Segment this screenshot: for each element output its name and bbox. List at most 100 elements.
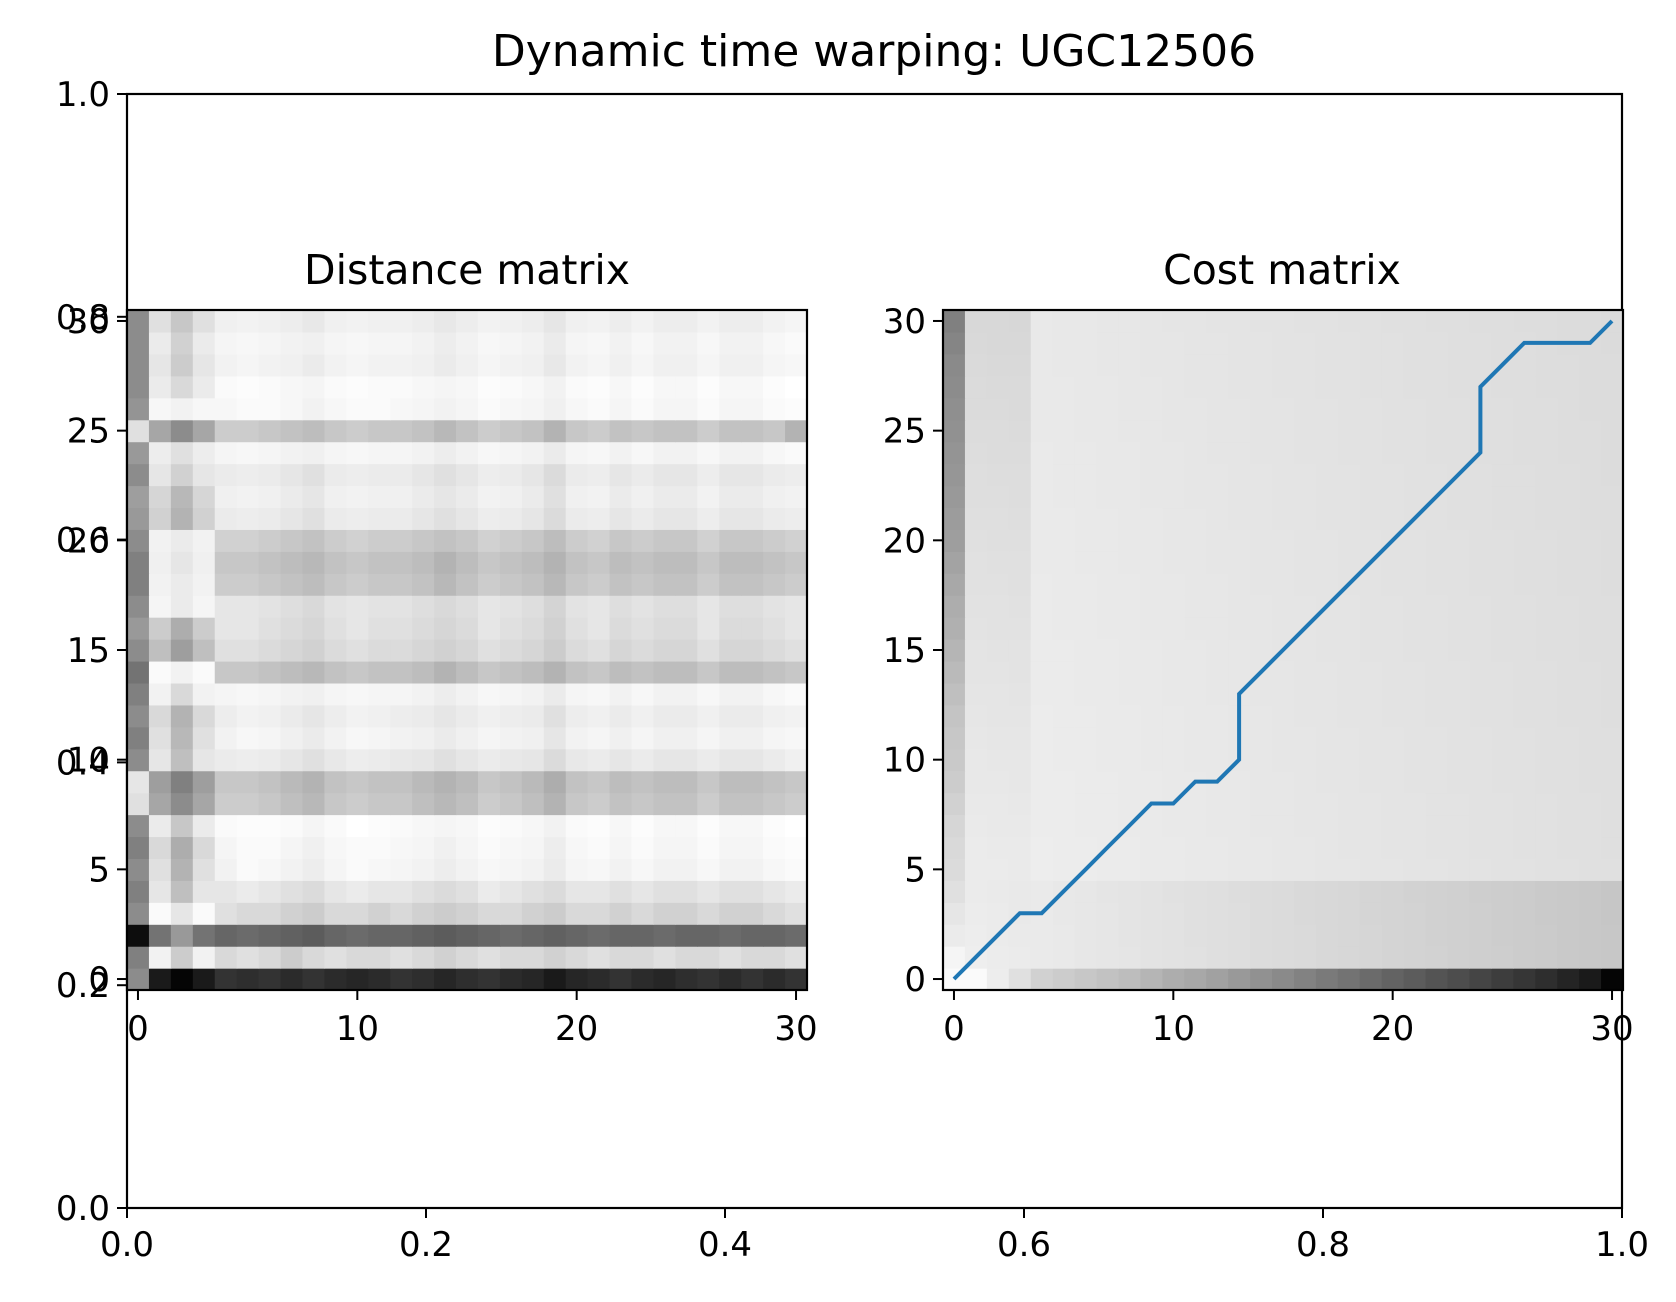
cost-cell <box>1601 353 1624 377</box>
distance-cell <box>675 880 698 903</box>
distance-cell <box>631 748 655 772</box>
cost-cell <box>1140 880 1163 903</box>
cost-x-tick-label: 0 <box>943 1009 965 1049</box>
distance-cell <box>127 858 150 881</box>
distance-cell <box>148 924 172 947</box>
cost-cell <box>1557 529 1580 552</box>
cost-cell <box>1250 726 1273 750</box>
cost-cell <box>1403 770 1427 794</box>
distance-cell <box>368 836 391 859</box>
distance-cell <box>434 946 457 969</box>
distance-cell <box>719 902 742 925</box>
cost-cell <box>1118 441 1142 465</box>
distance-cell <box>236 924 260 947</box>
distance-cell <box>741 573 764 596</box>
cost-cell <box>1425 682 1449 706</box>
distance-cell <box>148 814 172 838</box>
cost-cell <box>1118 617 1142 640</box>
distance-cell <box>170 375 194 399</box>
distance-cell <box>346 924 369 947</box>
cost-cell <box>1337 704 1361 728</box>
cost-cell <box>1228 331 1251 355</box>
cost-cell <box>1513 792 1536 816</box>
cost-x-tick-label: 30 <box>1590 1009 1633 1049</box>
distance-cell <box>434 770 457 794</box>
cost-cell <box>1579 375 1602 399</box>
distance-cell <box>346 726 369 750</box>
cost-cell <box>1008 573 1032 596</box>
cost-cell <box>1579 814 1602 838</box>
distance-cell <box>280 595 304 618</box>
distance-cell <box>543 660 567 684</box>
cost-cell <box>1491 792 1514 816</box>
distance-cell <box>675 353 698 377</box>
cost-cell <box>1250 310 1273 333</box>
distance-cell <box>148 463 172 487</box>
outer-x-tick-label: 0.8 <box>1296 1225 1350 1265</box>
cost-cell <box>1425 924 1449 947</box>
cost-cell <box>1030 353 1054 377</box>
cost-cell <box>1118 836 1142 859</box>
distance-cell <box>127 310 150 333</box>
cost-cell <box>1293 310 1317 333</box>
distance-cell <box>390 353 413 377</box>
distance-cell <box>675 726 698 750</box>
distance-cell <box>653 792 676 816</box>
distance-cell <box>170 529 194 552</box>
cost-cell <box>1030 595 1054 618</box>
cost-cell <box>1579 617 1602 640</box>
cost-cell <box>1425 617 1449 640</box>
cost-cell <box>1381 968 1405 991</box>
distance-cell <box>719 836 742 859</box>
distance-cell <box>214 507 238 530</box>
distance-cell <box>653 463 676 487</box>
cost-cell <box>1359 595 1383 618</box>
distance-cell <box>763 617 786 640</box>
cost-cell <box>1469 331 1492 355</box>
distance-cell <box>477 880 501 903</box>
cost-cell <box>943 704 966 728</box>
distance-cell <box>170 946 194 969</box>
cost-cell <box>1118 375 1142 399</box>
distance-cell <box>346 770 369 794</box>
distance-cell <box>697 529 720 552</box>
distance-cell <box>412 858 435 881</box>
distance-cell <box>477 529 501 552</box>
cost-cell <box>943 946 966 969</box>
distance-cell <box>214 419 238 443</box>
distance-cell <box>434 968 457 991</box>
cost-cell <box>1337 441 1361 465</box>
distance-cell <box>499 353 523 377</box>
distance-cell <box>587 682 611 706</box>
cost-cell <box>1250 946 1273 969</box>
cost-cell <box>1469 310 1492 333</box>
distance-cell <box>148 902 172 925</box>
cost-cell <box>1535 419 1558 443</box>
cost-cell <box>1381 902 1405 925</box>
distance-cell <box>741 946 764 969</box>
cost-cell <box>1425 880 1449 903</box>
distance-cell <box>324 353 347 377</box>
cost-cell <box>1469 617 1492 640</box>
distance-cell <box>785 529 808 552</box>
cost-cell <box>1447 770 1471 794</box>
distance-cell <box>587 375 611 399</box>
cost-cell <box>1337 682 1361 706</box>
distance-cell <box>390 375 413 399</box>
distance-y-tick-label: 15 <box>67 631 110 671</box>
cost-cell <box>1250 880 1273 903</box>
distance-cell <box>127 726 150 750</box>
distance-cell <box>280 946 304 969</box>
distance-cell <box>346 902 369 925</box>
cost-cell <box>964 353 988 377</box>
cost-cell <box>1096 748 1120 772</box>
distance-cell <box>214 836 238 859</box>
distance-cell <box>280 639 304 662</box>
distance-cell <box>192 595 216 618</box>
distance-cell <box>192 902 216 925</box>
distance-cell <box>675 770 698 794</box>
cost-cell <box>1096 551 1120 574</box>
distance-cell <box>236 902 260 925</box>
distance-cell <box>543 397 567 421</box>
cost-cell <box>1206 463 1229 487</box>
